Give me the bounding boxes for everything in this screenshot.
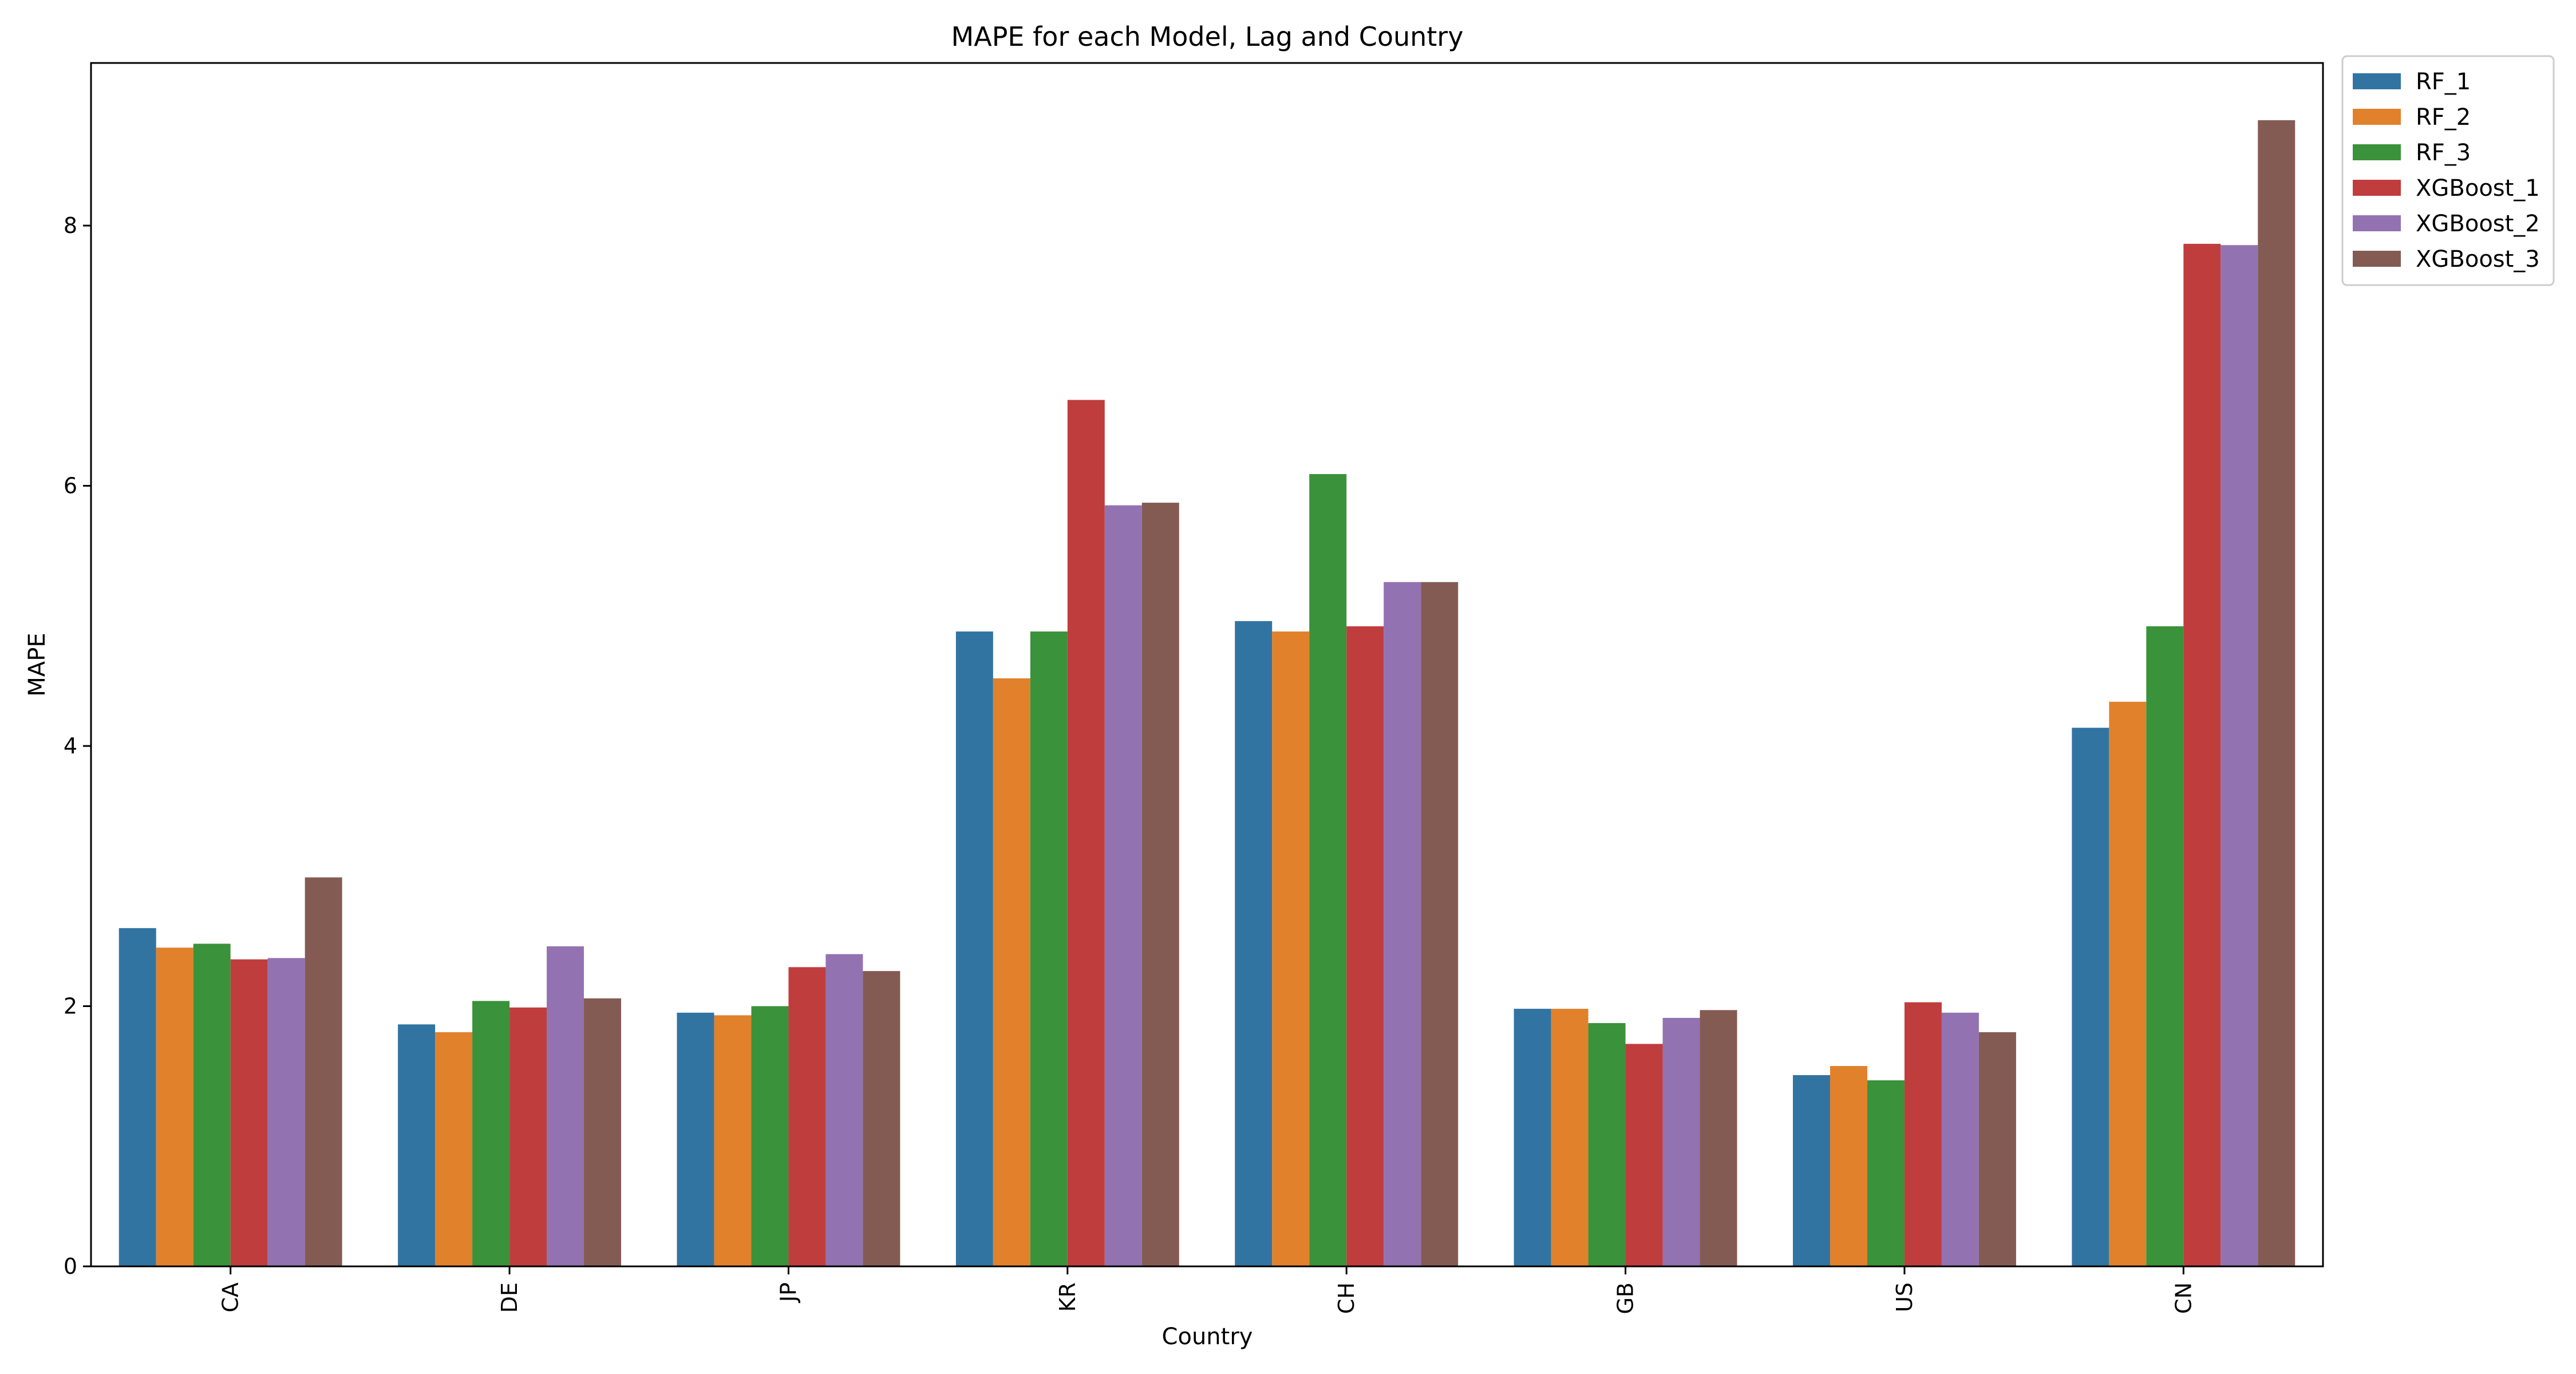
bar-XGBoost_3-KR xyxy=(1142,503,1179,1266)
bar-RF_3-GB xyxy=(1589,1023,1626,1266)
x-tick-label: GB xyxy=(1613,1282,1638,1314)
bar-RF_2-CH xyxy=(1272,631,1309,1266)
bar-XGBoost_1-GB xyxy=(1626,1044,1663,1266)
x-tick-label: CA xyxy=(218,1282,243,1313)
legend-label: RF_2 xyxy=(2416,104,2471,131)
bar-XGBoost_2-DE xyxy=(547,946,584,1266)
x-axis: CA DE JP KR CH GB US CN xyxy=(218,1266,2196,1314)
bar-XGBoost_1-US xyxy=(1905,1002,1942,1266)
bar-RF_1-CH xyxy=(1235,621,1272,1266)
bar-XGBoost_3-US xyxy=(1979,1032,2016,1266)
x-tick-label: US xyxy=(1892,1282,1917,1312)
legend-swatch-XGBoost_2 xyxy=(2353,215,2401,231)
bar-RF_1-JP xyxy=(677,1013,714,1266)
bar-RF_2-DE xyxy=(435,1032,472,1266)
bar-XGBoost_2-CN xyxy=(2221,245,2258,1266)
bar-RF_1-CN xyxy=(2072,728,2109,1266)
legend-swatch-RF_1 xyxy=(2353,73,2401,89)
bar-XGBoost_3-JP xyxy=(863,971,900,1266)
bar-RF_2-GB xyxy=(1551,1009,1589,1266)
bar-RF_1-CA xyxy=(119,928,156,1266)
bar-XGBoost_3-CA xyxy=(305,878,342,1266)
bar-RF_2-CA xyxy=(156,947,193,1266)
bar-XGBoost_1-CN xyxy=(2183,244,2221,1266)
bar-XGBoost_3-CN xyxy=(2258,120,2295,1266)
bar-RF_3-CH xyxy=(1309,474,1346,1266)
y-tick-label: 8 xyxy=(64,213,77,238)
bar-RF_2-JP xyxy=(714,1015,751,1266)
bar-XGBoost_3-GB xyxy=(1700,1010,1737,1266)
bar-RF_3-CN xyxy=(2146,626,2183,1266)
bar-RF_3-CA xyxy=(193,943,231,1266)
bar-RF_3-US xyxy=(1867,1080,1905,1266)
x-tick-label: CN xyxy=(2171,1282,2196,1314)
x-tick-label: KR xyxy=(1055,1282,1080,1312)
legend-label: XGBoost_3 xyxy=(2416,246,2540,273)
x-tick-label: DE xyxy=(497,1282,522,1313)
bar-XGBoost_2-KR xyxy=(1105,506,1142,1266)
legend-label: XGBoost_2 xyxy=(2416,211,2540,237)
x-axis-label: Country xyxy=(1162,1324,1253,1350)
bar-XGBoost_1-JP xyxy=(788,967,825,1266)
y-tick-label: 4 xyxy=(64,733,77,759)
bar-RF_2-US xyxy=(1830,1066,1867,1266)
bar-XGBoost_1-KR xyxy=(1068,400,1105,1266)
legend-swatch-XGBoost_1 xyxy=(2353,180,2401,196)
bar-XGBoost_3-CH xyxy=(1421,582,1458,1266)
bar-XGBoost_2-CA xyxy=(268,958,305,1266)
y-tick-label: 6 xyxy=(64,473,77,499)
bar-RF_3-KR xyxy=(1030,631,1068,1266)
bars xyxy=(119,120,2296,1266)
bar-XGBoost_2-CH xyxy=(1384,582,1421,1266)
y-axis: 0 2 4 6 8 xyxy=(64,213,91,1279)
bar-XGBoost_2-US xyxy=(1942,1013,1979,1266)
y-axis-label: MAPE xyxy=(24,633,50,696)
bar-XGBoost_1-CA xyxy=(231,960,268,1266)
bar-RF_2-CN xyxy=(2109,702,2146,1266)
bar-RF_3-DE xyxy=(472,1001,509,1266)
y-tick-label: 0 xyxy=(64,1254,77,1279)
chart-title: MAPE for each Model, Lag and Country xyxy=(951,21,1464,52)
legend: RF_1 RF_2 RF_3 XGBoost_1 XGBoost_2 XGBoost_3 xyxy=(2342,56,2554,285)
bar-XGBoost_1-DE xyxy=(509,1008,547,1266)
bar-XGBoost_2-GB xyxy=(1663,1018,1700,1266)
bar-RF_2-KR xyxy=(993,678,1030,1266)
x-tick-label: CH xyxy=(1334,1282,1359,1314)
bar-RF_1-GB xyxy=(1514,1009,1551,1266)
legend-swatch-RF_3 xyxy=(2353,144,2401,160)
legend-swatch-RF_2 xyxy=(2353,109,2401,125)
bar-XGBoost_2-JP xyxy=(825,954,863,1266)
legend-swatch-XGBoost_3 xyxy=(2353,251,2401,267)
bar-RF_1-US xyxy=(1793,1075,1830,1266)
legend-label: XGBoost_1 xyxy=(2416,175,2540,202)
x-tick-label: JP xyxy=(776,1282,801,1303)
legend-label: RF_1 xyxy=(2416,69,2471,95)
bar-RF_3-JP xyxy=(751,1006,788,1266)
legend-label: RF_3 xyxy=(2416,140,2471,166)
bar-XGBoost_3-DE xyxy=(584,998,621,1266)
bar-RF_1-KR xyxy=(956,631,993,1266)
bar-RF_1-DE xyxy=(398,1024,435,1266)
y-tick-label: 2 xyxy=(64,994,77,1019)
bar-XGBoost_1-CH xyxy=(1346,626,1384,1266)
